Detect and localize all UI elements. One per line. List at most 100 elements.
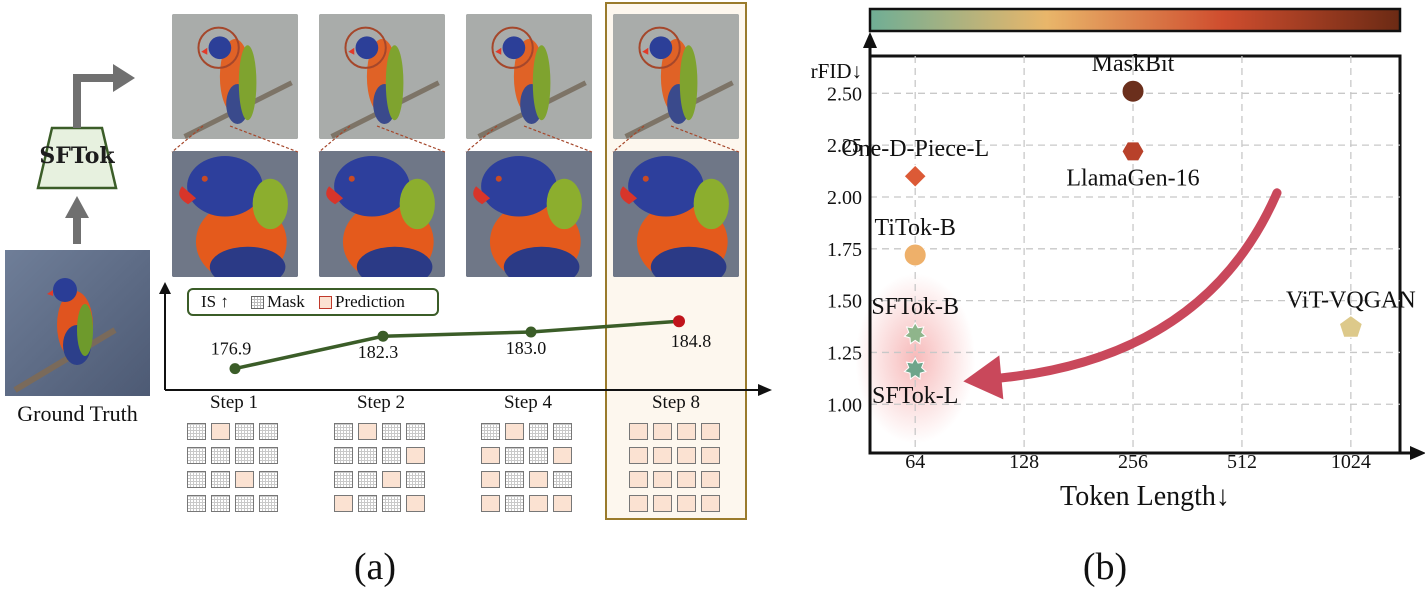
prediction-cell <box>481 471 500 488</box>
prediction-cell <box>406 495 425 512</box>
prediction-cell <box>406 447 425 464</box>
mask-cell <box>211 471 230 488</box>
is-x-axis-arrow-icon <box>758 384 772 396</box>
point-label: MaskBit <box>1092 51 1175 77</box>
prediction-cell <box>553 447 572 464</box>
encoder-label: SFTok <box>39 143 115 169</box>
point-label: One-D-Piece-L <box>841 136 989 162</box>
prediction-cell <box>481 495 500 512</box>
prediction-cell <box>677 447 696 464</box>
step-zoom-image <box>319 151 445 277</box>
up-arrow-icon <box>65 196 89 218</box>
legend: IS ↑ Mask Prediction <box>187 288 439 316</box>
step-label: Step 2 <box>356 392 406 413</box>
mask-cell <box>235 495 254 512</box>
x-tick-label: 64 <box>905 451 925 473</box>
improvement-arrow-head-icon <box>963 355 1004 400</box>
step-crop-image <box>613 14 739 139</box>
y-tick-label: 1.00 <box>827 394 862 416</box>
mask-cell <box>406 471 425 488</box>
improvement-arrow <box>980 188 1282 384</box>
mask-cell <box>334 447 353 464</box>
rfid-scatter-chart: 1.00 1.25 1.50 1.75 2.00 2.25 2.50 64 128 256 512 1… <box>811 7 1425 512</box>
prediction-cell <box>334 495 353 512</box>
prediction-cell <box>235 471 254 488</box>
step-label: Step 1 <box>209 392 259 413</box>
prediction-cell <box>629 495 648 512</box>
x-axis-title: Token Length↓ <box>1060 481 1230 512</box>
mask-cell <box>235 447 254 464</box>
is-point <box>377 330 389 342</box>
y-axis-title: rFID↓ <box>811 59 862 83</box>
is-value-label: 182.3 <box>358 342 399 362</box>
mask-cell <box>529 423 548 440</box>
mask-cell <box>505 471 524 488</box>
ground-truth-image <box>5 250 150 396</box>
point-label: SFTok-B <box>871 294 959 320</box>
point-marker <box>903 357 927 380</box>
prediction-cell <box>553 495 572 512</box>
prediction-cell <box>701 471 720 488</box>
prediction-cell <box>653 471 672 488</box>
prediction-cell <box>629 447 648 464</box>
prediction-cell <box>358 423 377 440</box>
mask-cell <box>235 423 254 440</box>
mask-cell <box>358 495 377 512</box>
prediction-cell <box>653 447 672 464</box>
point-marker <box>1121 79 1145 103</box>
colorbar <box>868 7 1402 33</box>
prediction-cell <box>505 423 524 440</box>
is-value-label: 183.0 <box>506 338 547 358</box>
right-arrow-icon <box>113 64 135 92</box>
right-arrow-shaft <box>73 74 115 128</box>
is-point <box>673 315 685 328</box>
mask-cell <box>505 447 524 464</box>
mask-cell <box>529 447 548 464</box>
point-marker <box>903 164 927 188</box>
mask-cell <box>187 447 206 464</box>
point-marker <box>903 321 927 345</box>
step-zoom-image <box>613 151 739 277</box>
legend-prediction-swatch <box>319 296 332 309</box>
step-label: Step 8 <box>651 392 701 413</box>
y-tick-label: 2.00 <box>827 187 862 209</box>
point-label: SFTok-L <box>872 383 958 409</box>
prediction-cell <box>701 447 720 464</box>
step-zoom-image <box>172 151 298 277</box>
mask-cell <box>334 471 353 488</box>
is-line-chart: 176.9 182.3 183.0 184.8 <box>159 282 772 396</box>
prediction-cell <box>529 495 548 512</box>
legend-is-label: IS ↑ <box>201 292 229 311</box>
zoom-guide-lines <box>465 125 593 153</box>
prediction-cell <box>701 423 720 440</box>
prediction-cell <box>677 471 696 488</box>
step-zoom-image <box>466 151 592 277</box>
is-value-label: 184.8 <box>671 331 712 351</box>
prediction-cell <box>382 471 401 488</box>
point-marker <box>903 243 927 267</box>
prediction-cell <box>677 423 696 440</box>
prediction-cell <box>701 495 720 512</box>
encoder-flow <box>36 64 135 244</box>
prediction-cell <box>653 423 672 440</box>
mask-cell <box>259 495 278 512</box>
panel-b-sublabel: (b) <box>1082 546 1128 588</box>
x-tick-label: 256 <box>1118 451 1148 473</box>
prediction-cell <box>629 423 648 440</box>
is-series-line <box>234 319 680 371</box>
prediction-cell <box>211 423 230 440</box>
mask-cell <box>553 423 572 440</box>
mask-cell <box>187 423 206 440</box>
mask-cell <box>211 495 230 512</box>
step-crop-image <box>466 14 592 139</box>
mask-cell <box>211 447 230 464</box>
x-axis-arrow-icon <box>1410 446 1425 460</box>
point-marker <box>1338 314 1363 338</box>
step-crop-image <box>319 14 445 139</box>
mask-cell <box>358 471 377 488</box>
prediction-cell <box>529 471 548 488</box>
mask-cell <box>382 447 401 464</box>
ground-truth-label: Ground Truth <box>17 401 138 426</box>
point-label: TiTok-B <box>874 215 955 241</box>
x-tick-label: 128 <box>1009 451 1039 473</box>
